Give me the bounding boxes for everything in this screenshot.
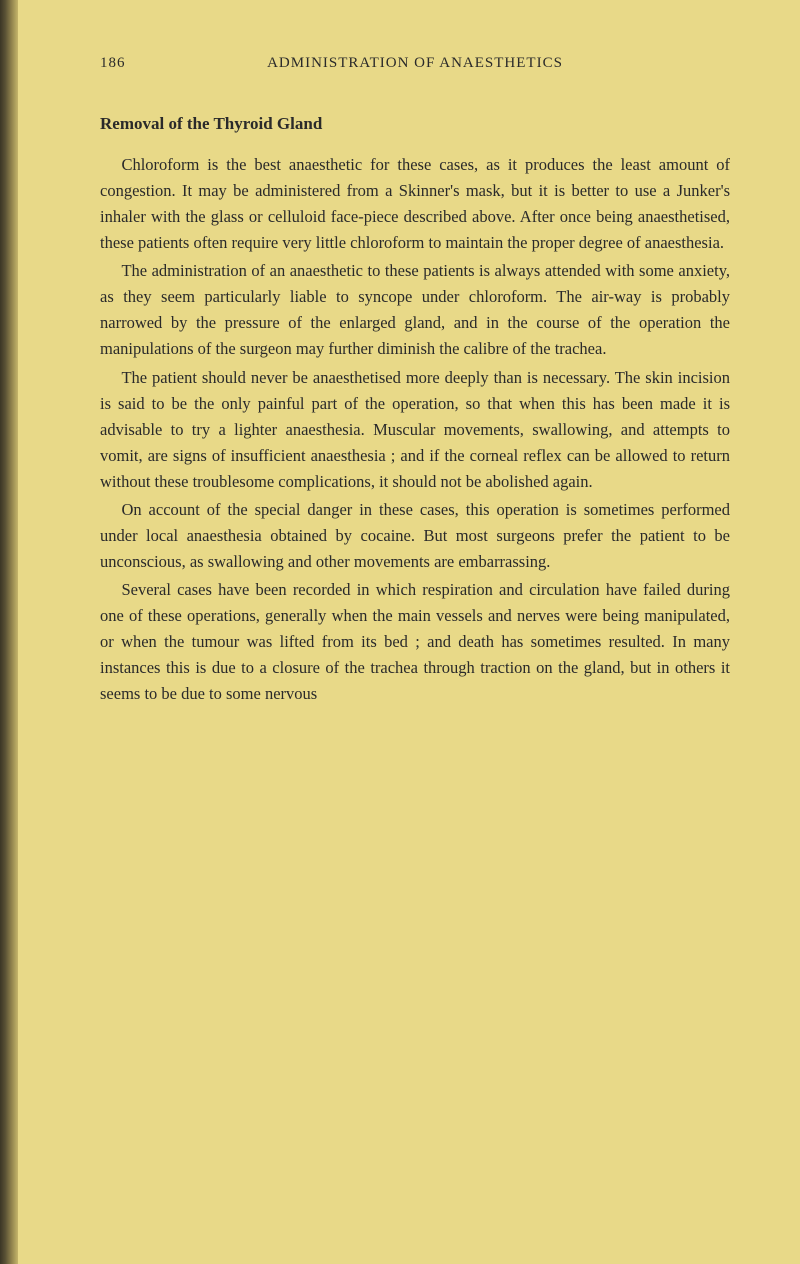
body-paragraph: The administration of an anaesthetic to … [100,258,730,362]
body-paragraph: The patient should never be anaesthetise… [100,365,730,495]
page-header: 186 ADMINISTRATION OF ANAESTHETICS [100,55,730,72]
body-paragraph: On account of the special danger in thes… [100,497,730,575]
page-content: 186 ADMINISTRATION OF ANAESTHETICS Remov… [0,0,800,764]
body-paragraph: Several cases have been recorded in whic… [100,577,730,707]
running-title: ADMINISTRATION OF ANAESTHETICS [267,55,563,71]
section-title: Removal of the Thyroid Gland [100,114,730,134]
body-paragraph: Chloroform is the best anaesthetic for t… [100,152,730,256]
page-number: 186 [100,55,126,72]
